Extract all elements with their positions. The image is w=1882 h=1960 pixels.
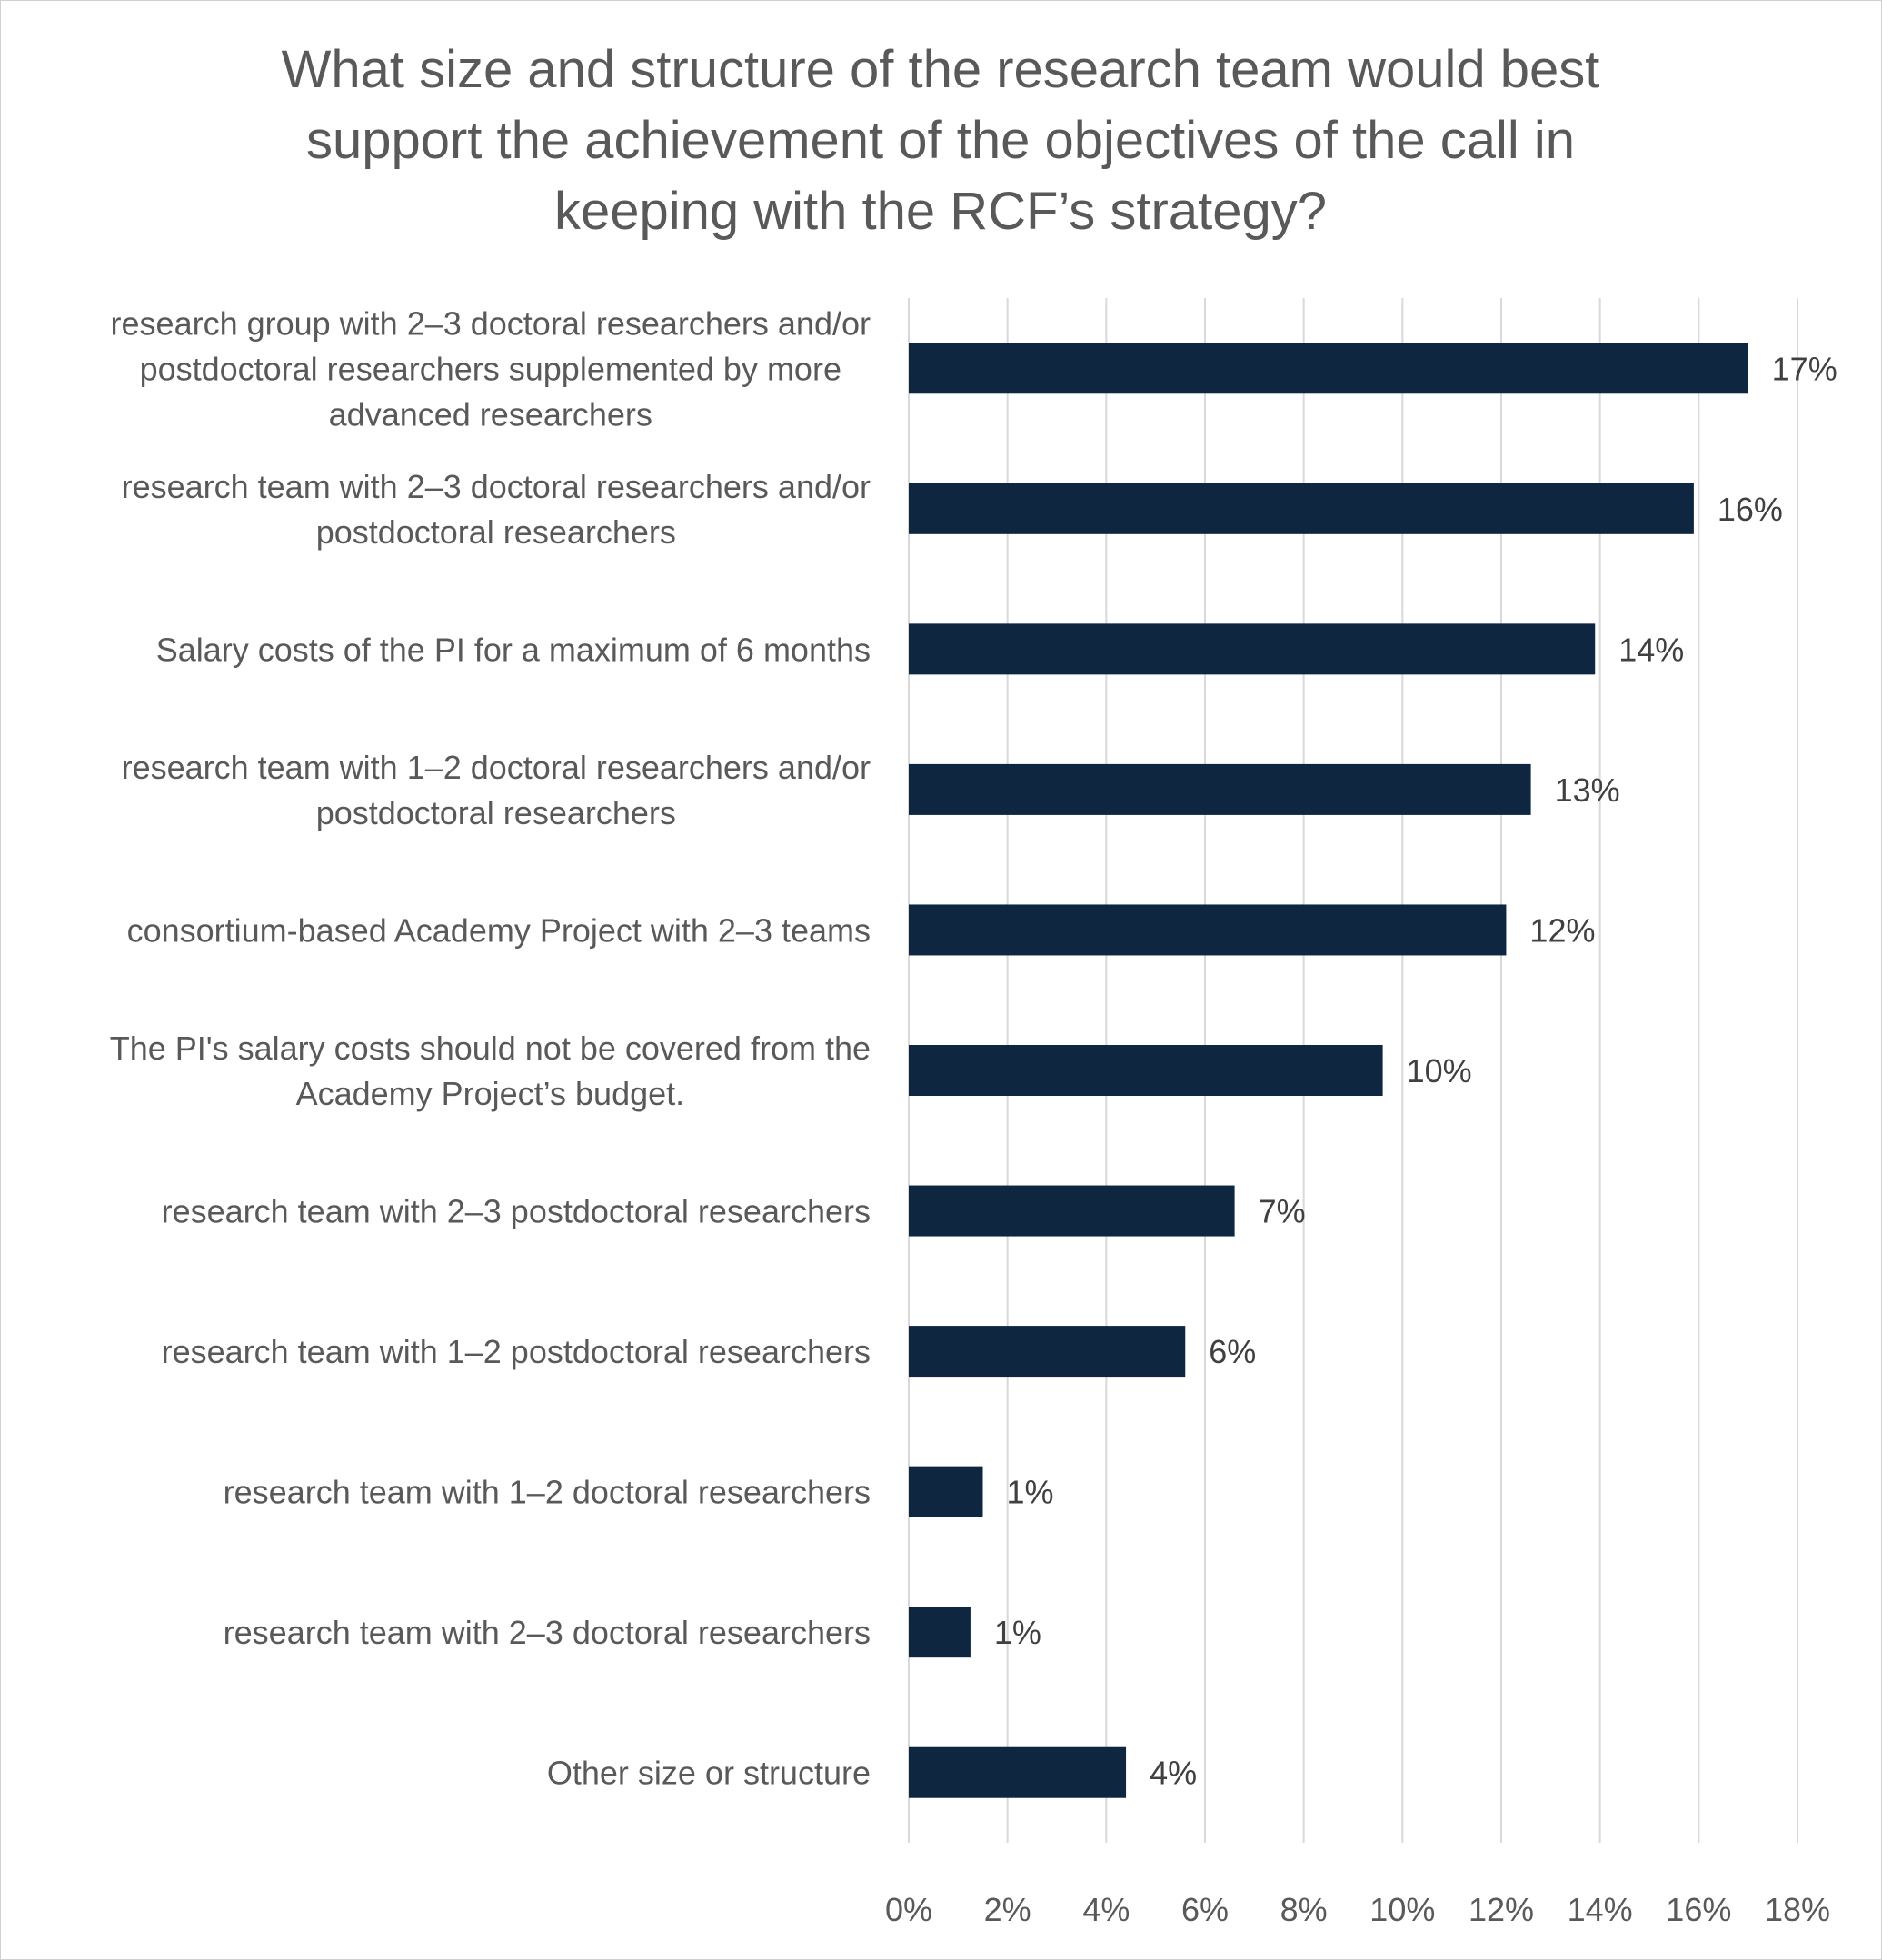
category-label: Academy Project’s budget.: [296, 1075, 685, 1112]
data-label: 14%: [1618, 631, 1684, 668]
bar: [909, 763, 1531, 815]
category-label: The PI's salary costs should not be cove…: [110, 1030, 871, 1067]
data-label: 7%: [1259, 1193, 1306, 1230]
x-tick-label: 18%: [1765, 1891, 1830, 1928]
data-label: 16%: [1718, 491, 1783, 528]
category-label: Other size or structure: [547, 1755, 871, 1792]
category-label: research group with 2–3 doctoral researc…: [111, 304, 871, 342]
x-tick-label: 8%: [1280, 1891, 1328, 1928]
bar: [909, 1045, 1383, 1096]
bar: [909, 1326, 1186, 1378]
data-label: 17%: [1772, 350, 1837, 387]
category-label: advanced researchers: [329, 395, 652, 433]
bar: [909, 343, 1748, 394]
category-label: Salary costs of the PI for a maximum of …: [156, 631, 871, 668]
category-label: research team with 1–2 doctoral research…: [122, 749, 871, 786]
bar: [909, 1466, 983, 1517]
category-label: research team with 2–3 doctoral research…: [224, 1614, 871, 1651]
data-label: 6%: [1209, 1333, 1256, 1370]
x-tick-label: 6%: [1181, 1891, 1229, 1928]
x-axis-ticks: 0% 2% 4% 6% 8% 10% 12% 14% 16% 18%: [885, 1891, 1830, 1928]
bar: [909, 1746, 1127, 1798]
bar: [909, 1185, 1235, 1237]
category-labels: research group with 2–3 doctoral researc…: [110, 304, 871, 1791]
bar: [909, 623, 1596, 675]
x-tick-label: 14%: [1568, 1891, 1633, 1928]
category-label: postdoctoral researchers supplemented by…: [140, 350, 841, 387]
data-label: 10%: [1407, 1052, 1472, 1089]
category-label: postdoctoral researchers: [316, 513, 676, 551]
category-label: consortium-based Academy Project with 2–…: [127, 911, 871, 949]
x-tick-label: 4%: [1082, 1891, 1130, 1928]
chart-title: What size and structure of the research …: [145, 35, 1736, 247]
x-tick-label: 16%: [1666, 1891, 1731, 1928]
chart-title-line: What size and structure of the research …: [281, 40, 1600, 99]
bar: [909, 483, 1694, 534]
bar: [909, 1607, 971, 1658]
x-tick-label: 2%: [984, 1891, 1031, 1928]
data-labels: 17% 16% 14% 13% 12% 10% 7% 6% 1% 1% 4%: [994, 350, 1837, 1791]
category-label: research team with 1–2 postdoctoral rese…: [162, 1333, 871, 1370]
bar: [909, 904, 1507, 956]
x-tick-label: 0%: [885, 1891, 932, 1928]
x-tick-label: 12%: [1469, 1891, 1534, 1928]
data-label: 1%: [994, 1614, 1041, 1651]
category-label: postdoctoral researchers: [316, 794, 676, 831]
category-label: research team with 2–3 postdoctoral rese…: [162, 1193, 871, 1230]
x-tick-label: 10%: [1369, 1891, 1435, 1928]
chart-title-line: support the achievement of the objective…: [305, 111, 1576, 170]
data-label: 12%: [1529, 911, 1595, 949]
data-label: 13%: [1555, 771, 1620, 809]
bars: [909, 343, 1748, 1798]
chart-title-line: keeping with the RCF’s strategy?: [553, 182, 1327, 241]
data-label: 4%: [1150, 1755, 1197, 1792]
data-label: 1%: [1007, 1474, 1054, 1511]
category-label: research team with 1–2 doctoral research…: [224, 1474, 871, 1511]
category-label: research team with 2–3 doctoral research…: [122, 468, 871, 505]
